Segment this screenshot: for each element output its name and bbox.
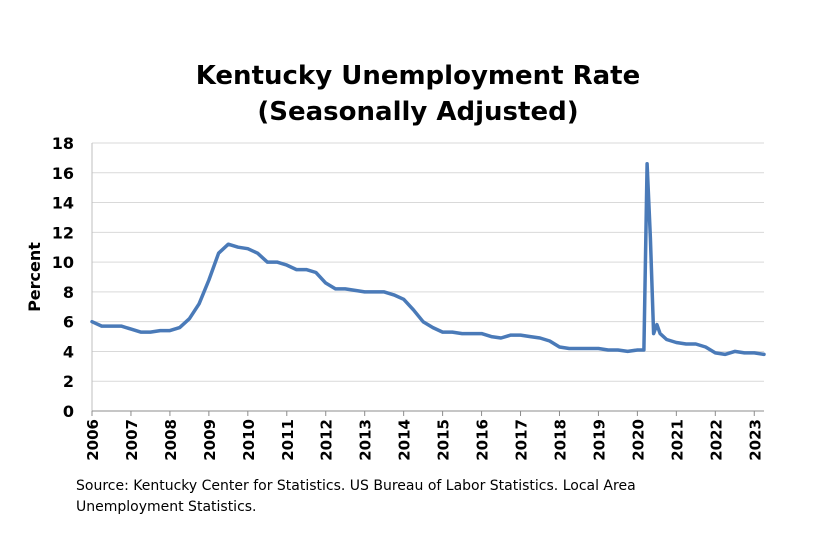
y-tick-label: 6: [63, 313, 74, 332]
x-tick-label: 2015: [435, 419, 453, 461]
y-tick-label: 0: [63, 402, 74, 421]
y-tick-label: 8: [63, 283, 74, 302]
x-tick-label: 2021: [668, 419, 686, 461]
y-tick-label: 12: [52, 223, 74, 242]
gridlines: [92, 142, 764, 382]
x-tick-label: 2006: [84, 419, 102, 461]
x-tick-label: 2010: [240, 419, 258, 461]
y-axis-label: Percent: [25, 242, 44, 312]
x-tick-label: 2012: [318, 419, 336, 461]
x-tick-label: 2014: [396, 419, 414, 461]
chart-title: Kentucky Unemployment Rate: [195, 61, 641, 91]
x-tick-label: 2022: [707, 419, 725, 461]
x-tick-label: 2017: [513, 419, 531, 461]
x-tick-label: 2023: [746, 419, 764, 461]
y-tick-label: 18: [52, 134, 74, 153]
x-tick-label: 2018: [551, 419, 569, 461]
x-tick-label: 2016: [474, 419, 492, 461]
x-tick-label: 2019: [590, 419, 608, 461]
y-tick-label: 16: [52, 164, 74, 183]
y-tick-label: 2: [63, 372, 74, 391]
chart-title-block: Kentucky Unemployment Rate (Seasonally A…: [0, 58, 814, 130]
y-tick-label: 4: [63, 342, 74, 361]
y-tick-labels: 0 2 4 6 8 10 12 14 16 18: [52, 134, 74, 421]
x-tick-label: 2008: [162, 419, 180, 461]
y-tick-label: 10: [52, 253, 74, 272]
series-line: [90, 162, 766, 357]
x-tick-labels: 2006 2007 2008 2009 2010 2011 2012 2013 2014 2015…: [84, 419, 764, 461]
x-tick-label: 2009: [201, 419, 219, 461]
x-tick-label: 2007: [123, 419, 141, 461]
data-series: [90, 162, 766, 357]
chart-subtitle: (Seasonally Adjusted): [257, 97, 579, 127]
x-tick-label: 2011: [279, 419, 297, 461]
axes: [91, 143, 764, 416]
x-tick-label: 2020: [629, 419, 647, 461]
source-note: Source: Kentucky Center for Statistics. …: [76, 478, 636, 515]
x-tick-label: 2013: [357, 419, 375, 461]
y-tick-label: 14: [52, 194, 74, 213]
